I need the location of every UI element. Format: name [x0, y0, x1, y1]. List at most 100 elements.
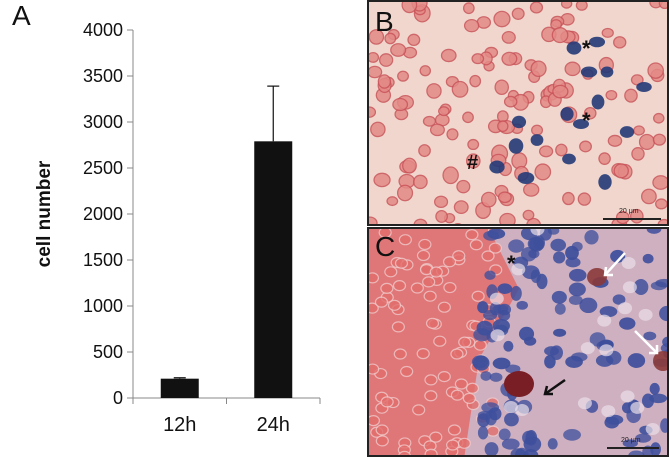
stained-nucleus [565, 245, 579, 261]
erythrocyte [530, 60, 547, 78]
erythrocyte [552, 84, 569, 99]
erythrocyte [369, 363, 380, 375]
erythrocyte [397, 70, 409, 82]
stained-nucleus [622, 439, 638, 448]
stained-nucleus [551, 290, 567, 304]
erythrocyte [412, 404, 426, 416]
erythrocyte [583, 106, 597, 120]
erythrocyte [418, 238, 432, 251]
erythrocyte [471, 53, 485, 65]
vacuole [622, 281, 637, 294]
stained-nucleus [517, 171, 535, 185]
erythrocyte [499, 212, 516, 224]
erythrocyte [494, 79, 510, 95]
vacuole [621, 257, 636, 270]
y-tick-label: 3500 [83, 66, 123, 86]
stained-nucleus [510, 448, 526, 455]
panel-c-label: C [375, 231, 396, 262]
erythrocyte [497, 191, 512, 204]
erythrocyte [393, 348, 407, 360]
stained-nucleus [489, 372, 503, 382]
vacuole [601, 405, 616, 418]
stained-nucleus [524, 336, 537, 346]
erythrocyte [390, 43, 407, 57]
erythrocyte [463, 2, 475, 15]
stained-nucleus [568, 268, 587, 282]
y-tick-label: 1500 [83, 250, 123, 270]
erythrocyte [447, 424, 462, 436]
erythrocyte [380, 396, 394, 408]
erythrocyte [407, 33, 421, 46]
erythrocyte [425, 317, 440, 329]
erythrocyte [391, 321, 405, 333]
erythrocyte [564, 61, 581, 77]
erythrocyte [380, 282, 394, 295]
stained-nucleus [636, 81, 652, 93]
vacuole [515, 403, 530, 416]
erythrocyte [426, 83, 442, 99]
vacuole [630, 401, 645, 414]
vacuole [580, 342, 595, 355]
vacuole [638, 308, 653, 321]
stained-nucleus [508, 138, 524, 154]
stained-nucleus [643, 331, 657, 341]
erythrocyte [641, 188, 657, 205]
erythrocyte [369, 414, 380, 427]
erythrocyte [384, 32, 397, 45]
erythrocyte [465, 229, 479, 241]
stained-nucleus [565, 257, 581, 268]
erythrocyte [598, 152, 611, 165]
erythrocyte [369, 65, 383, 79]
erythrocyte [375, 435, 389, 447]
erythrocyte [657, 218, 667, 224]
erythrocyte [555, 143, 568, 157]
erythrocyte [579, 140, 592, 153]
stained-nucleus [579, 297, 598, 314]
stained-nucleus [472, 355, 490, 371]
erythrocyte [413, 218, 428, 224]
stained-nucleus [511, 115, 527, 129]
stained-nucleus [492, 357, 511, 370]
stained-nucleus [568, 282, 586, 297]
erythrocyte [443, 281, 457, 294]
stained-nucleus [580, 66, 598, 78]
white-arrow-icon [603, 252, 626, 277]
erythrocyte [522, 209, 535, 221]
erythrocyte [416, 348, 430, 360]
stained-nucleus [554, 303, 566, 315]
erythrocyte [369, 29, 385, 45]
stained-nucleus [489, 160, 505, 174]
stained-nucleus [505, 364, 521, 374]
stained-nucleus [642, 253, 654, 264]
erythrocyte [374, 296, 389, 308]
erythrocyte [463, 19, 480, 33]
stained-nucleus [635, 433, 652, 443]
stained-nucleus [595, 354, 614, 367]
erythrocyte [577, 192, 592, 206]
stained-nucleus [599, 306, 618, 318]
stained-nucleus [489, 301, 502, 316]
erythrocyte [438, 106, 450, 117]
erythrocyte [412, 174, 428, 190]
erythrocyte [488, 242, 503, 254]
erythrocyte [652, 175, 667, 190]
micrograph-c-image [369, 229, 667, 455]
erythrocyte [624, 88, 638, 103]
erythrocyte [369, 216, 378, 224]
vacuole [489, 292, 504, 305]
erythrocyte [402, 157, 417, 174]
erythrocyte [394, 257, 409, 269]
erythrocyte [471, 290, 485, 302]
asterisk-mark: * [582, 108, 591, 133]
stained-nucleus [477, 301, 489, 314]
stained-nucleus [649, 382, 660, 395]
stained-nucleus [619, 126, 635, 138]
erythrocyte [424, 448, 438, 455]
panel-a-label: A [12, 0, 31, 31]
erythrocyte [452, 250, 466, 262]
vacuole [490, 329, 505, 342]
erythrocyte [462, 392, 476, 404]
erythrocyte [501, 30, 516, 44]
erythrocyte [531, 124, 544, 136]
erythrocyte [538, 145, 554, 158]
